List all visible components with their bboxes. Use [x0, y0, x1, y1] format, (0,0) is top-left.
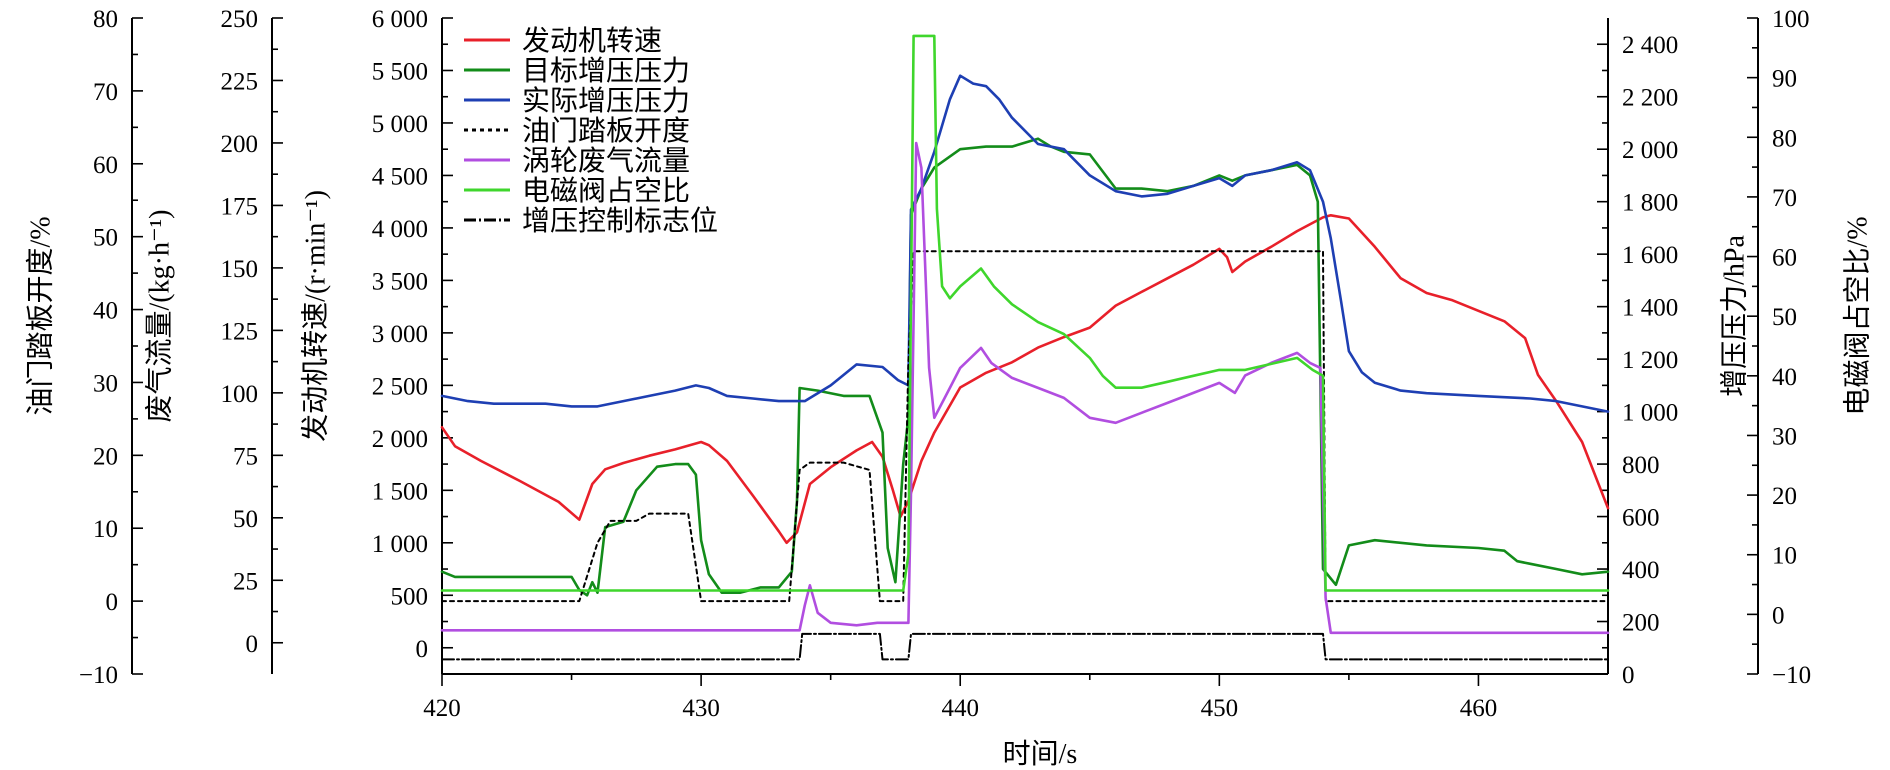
legend-entry: 油门踏板开度 — [522, 115, 690, 147]
x-tick-label: 420 — [423, 695, 461, 722]
legend-entry: 增压控制标志位 — [522, 205, 718, 237]
throttle-tick-label: 20 — [93, 443, 118, 470]
duty_cycle-tick-label: 30 — [1772, 423, 1797, 450]
boost_pressure-axis-title: 增压压力/hPa — [1718, 235, 1750, 397]
duty_cycle-axis-title: 电磁阀占空比/% — [1841, 216, 1873, 415]
legend-entry: 涡轮废气流量 — [522, 145, 690, 177]
exhaust_flow-tick-label: 100 — [221, 381, 259, 408]
boost_pressure-tick-label: 2 000 — [1622, 137, 1678, 164]
duty_cycle-tick-label: 20 — [1772, 483, 1797, 510]
duty_cycle-tick-label: 0 — [1772, 602, 1785, 629]
duty_cycle-tick-label: 80 — [1772, 125, 1797, 152]
engine_speed-tick-label: 0 — [416, 636, 429, 663]
boost_pressure-tick-label: 800 — [1622, 452, 1660, 479]
throttle-tick-label: 30 — [93, 370, 118, 397]
engine_speed-tick-label: 1 500 — [372, 478, 428, 505]
series-line-6 — [441, 632, 1609, 661]
series-layer — [440, 34, 1610, 661]
duty_cycle-tick-label: 60 — [1772, 245, 1797, 272]
boost_pressure-tick-label: 400 — [1622, 557, 1660, 584]
boost_pressure-tick-label: 200 — [1622, 610, 1660, 637]
exhaust_flow-tick-label: 225 — [221, 68, 259, 95]
exhaust_flow-tick-label: 75 — [233, 443, 258, 470]
engine_speed-tick-label: 2 000 — [372, 426, 428, 453]
series-line-5 — [440, 34, 1610, 592]
boost_pressure-tick-label: 2 400 — [1622, 32, 1678, 59]
exhaust_flow-tick-label: 50 — [233, 506, 258, 533]
engine_speed-tick-label: 6 000 — [372, 6, 428, 33]
x-tick-label: 450 — [1201, 695, 1239, 722]
engine_speed-tick-label: 500 — [391, 583, 429, 610]
throttle-tick-label: 10 — [93, 516, 118, 543]
legend-entry: 电磁阀占空比 — [522, 175, 690, 207]
exhaust_flow-tick-label: 175 — [221, 193, 259, 220]
engine_speed-tick-label: 4 500 — [372, 163, 428, 190]
series-line-2 — [440, 74, 1610, 413]
boost_pressure-tick-label: 0 — [1622, 662, 1635, 689]
boost_pressure-tick-label: 1 800 — [1622, 190, 1678, 217]
exhaust_flow-tick-label: 125 — [221, 318, 259, 345]
boost_pressure-tick-label: 1 600 — [1622, 242, 1678, 269]
throttle-tick-label: 0 — [106, 589, 119, 616]
throttle-tick-label: 50 — [93, 225, 118, 252]
x-tick-label: 460 — [1460, 695, 1498, 722]
exhaust_flow-tick-label: 150 — [221, 256, 259, 283]
engine_speed-tick-label: 4 000 — [372, 216, 428, 243]
x-tick-label: 430 — [682, 695, 720, 722]
boost_pressure-tick-label: 2 200 — [1622, 85, 1678, 112]
engine_speed-tick-label: 1 000 — [372, 531, 428, 558]
exhaust_flow-tick-label: 250 — [221, 6, 259, 33]
series-line-3 — [441, 250, 1609, 603]
exhaust_flow-tick-label: 25 — [233, 568, 258, 595]
duty_cycle-tick-label: 100 — [1772, 6, 1810, 33]
series-line-0 — [440, 214, 1610, 545]
boost_pressure-tick-label: 600 — [1622, 505, 1660, 532]
axes-layer: 420 430 440 450 460 −10 0 10 20 30 40 50 60 70 80 油门踏板开… — [24, 6, 1873, 722]
throttle-tick-label: 80 — [93, 6, 118, 33]
boost_pressure-tick-label: 1 000 — [1622, 400, 1678, 427]
duty_cycle-tick-label: 90 — [1772, 66, 1797, 93]
engine_speed-tick-label: 5 000 — [372, 111, 428, 138]
throttle-tick-label: 60 — [93, 152, 118, 179]
engine_speed-tick-label: 5 500 — [372, 58, 428, 85]
duty_cycle-tick-label: 40 — [1772, 364, 1797, 391]
exhaust_flow-axis-title: 废气流量/(kg·h⁻¹) — [143, 210, 175, 423]
throttle-axis-title: 油门踏板开度/% — [24, 216, 56, 415]
duty_cycle-tick-label: 50 — [1772, 304, 1797, 331]
boost_pressure-tick-label: 1 400 — [1622, 295, 1678, 322]
x-tick-label: 440 — [941, 695, 979, 722]
throttle-tick-label: 70 — [93, 79, 118, 106]
engine_speed-tick-label: 3 500 — [372, 268, 428, 295]
throttle-tick-label: 40 — [93, 298, 118, 325]
x-axis-title: 时间/s — [1003, 738, 1078, 770]
duty_cycle-tick-label: 10 — [1772, 543, 1797, 570]
legend: 发动机转速目标增压压力实际增压压力油门踏板开度涡轮废气流量电磁阀占空比增压控制标… — [464, 25, 718, 237]
legend-entry: 实际增压压力 — [522, 85, 690, 117]
engine_speed-tick-label: 3 000 — [372, 321, 428, 348]
exhaust_flow-tick-label: 200 — [221, 131, 259, 158]
duty_cycle-tick-label: 70 — [1772, 185, 1797, 212]
duty_cycle-tick-label: −10 — [1772, 662, 1811, 689]
legend-entry: 目标增压压力 — [522, 55, 690, 87]
throttle-tick-label: −10 — [79, 662, 118, 689]
legend-entry: 发动机转速 — [522, 25, 662, 57]
engine_speed-axis-title: 发动机转速/(r·min⁻¹) — [299, 190, 331, 442]
exhaust_flow-tick-label: 0 — [246, 631, 259, 658]
engine_speed-tick-label: 2 500 — [372, 373, 428, 400]
boost_pressure-tick-label: 1 200 — [1622, 347, 1678, 374]
